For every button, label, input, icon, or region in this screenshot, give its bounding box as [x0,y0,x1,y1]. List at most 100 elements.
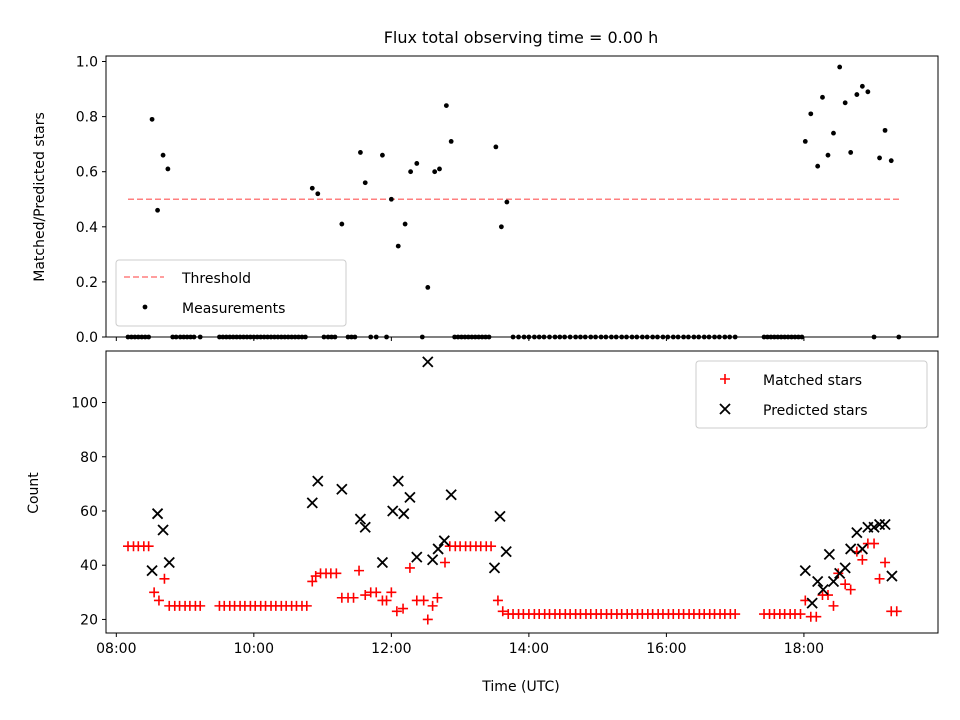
predicted-star-point [823,548,835,561]
predicted-star-point [426,554,439,566]
predicted-star-point [146,564,158,577]
matched-star-point [730,609,741,620]
matched-star-point [891,606,902,617]
matched-star-point [386,587,397,598]
measurement-point [165,166,171,172]
measurement-point [388,196,394,202]
measurement-point [854,92,860,97]
predicted-star-point [387,505,399,517]
measurement-point [802,139,808,144]
predicted-star-point [845,543,857,555]
ratio-y-tick-label: 0.0 [76,330,98,346]
predicted-star-point [359,521,371,533]
predicted-star-point [306,497,318,509]
count-x-tick-label: 08:00 [96,641,136,657]
count-x-tick-label: 10:00 [234,641,274,657]
measurement-point [448,139,454,144]
legend-frame [695,360,928,429]
predicted-star-point [336,483,348,495]
ratio-legend: Threshold Measurements [115,259,347,327]
predicted-star-point [812,575,824,588]
measurement-point [859,83,865,89]
count-y-tick-label: 20 [80,612,98,628]
matched-star-point [301,600,312,611]
matched-star-point [195,600,206,611]
matched-star-point [149,587,160,598]
predicted-star-point [404,491,416,504]
measurement-point [848,150,854,155]
measurement-point [339,221,345,227]
matched-star-point [422,614,433,625]
predicted-star-point [354,513,367,525]
measurement-point [825,152,831,158]
measurement-point [380,152,385,158]
matched-star-point [795,609,806,620]
matched-star-point [159,573,170,584]
predicted-star-point [879,518,891,531]
measurement-point [425,285,431,290]
ratio-y-tick-label: 0.2 [76,275,98,291]
measurement-point [882,127,888,133]
ratio-y-tick-label: 1.0 [76,55,98,71]
predicted-star-point [411,551,423,563]
predicted-star-point [494,510,506,523]
predicted-star-point [817,583,829,596]
matched-star-point [381,595,392,606]
count-x-tick-label: 16:00 [646,641,686,657]
measurement-point [309,185,315,191]
measurement-point [149,116,155,122]
matched-star-point [427,600,438,611]
ratio-plot-area [125,64,902,340]
matched-star-point [143,541,154,552]
measurement-point [498,224,504,230]
legend-predicted-swatch [719,403,731,415]
measurement-point [865,89,871,95]
count-x-tick-label: 12:00 [371,641,411,657]
matched-star-point [845,584,856,595]
predicted-star-point [799,564,811,577]
predicted-star-point [312,475,324,487]
matched-star-point [432,592,443,603]
predicted-star-point [806,597,818,609]
predicted-star-point [376,556,389,569]
predicted-star-point [868,521,880,533]
matched-star-point [874,573,885,584]
predicted-star-point [445,489,457,501]
measurement-point [414,161,420,166]
measurement-point [443,103,449,108]
measurement-point [820,94,825,100]
matched-star-point [331,568,342,579]
measurement-point [808,111,814,117]
predicted-star-point [392,475,404,487]
measurement-point [315,191,321,197]
measurement-point [432,169,438,175]
ratio-panel: Flux total observing time = 0.00 h 0.00.… [32,28,939,346]
predicted-star-point [856,543,869,555]
predicted-star-point [839,562,851,574]
ratio-plot-frame [105,55,939,338]
matched-star-point [398,603,409,614]
predicted-star-point [422,356,434,368]
measurement-point [155,207,160,213]
predicted-star-point [157,524,169,536]
predicted-star-point [488,562,501,574]
matched-star-point [869,538,880,549]
measurement-point [888,158,894,164]
predicted-star-point [886,570,898,582]
predicted-star-point [432,543,444,555]
measurement-point [831,130,836,136]
count-axes: 08:00 10:00 12:00 14:00 16:00 18:00 20 40 60 80 10… [71,396,824,657]
measurement-point [395,243,401,249]
matched-star-point [391,606,402,617]
legend-frame [115,259,347,327]
count-y-tick-label: 80 [80,450,98,466]
legend-predicted-label: Predicted stars [763,403,868,419]
measurement-point [504,199,510,205]
predicted-star-point [163,556,175,569]
measurement-point [362,180,368,186]
predicted-star-point [500,546,512,558]
matched-star-point [348,592,359,603]
measurement-point [815,163,821,169]
count-panel: 08:00 10:00 12:00 14:00 16:00 18:00 20 40 60 80 10… [26,350,939,695]
matched-star-point [840,579,851,590]
